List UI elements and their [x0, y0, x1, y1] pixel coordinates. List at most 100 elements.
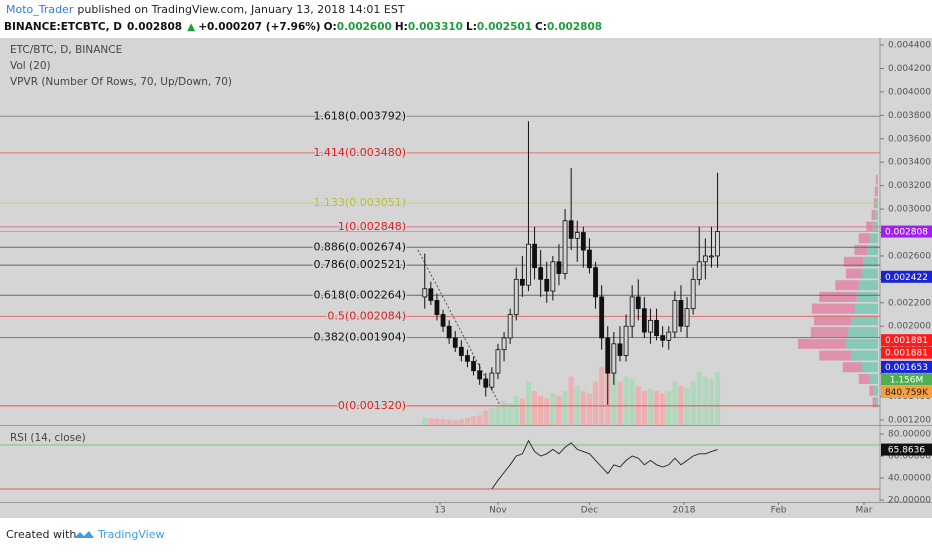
volume-bar [666, 391, 672, 425]
volume-bar [599, 366, 605, 425]
ohlc-key: L: [466, 21, 477, 33]
volume-bar [440, 419, 446, 425]
volume-bar [428, 418, 434, 425]
y-tick-label: 0.003800 [888, 111, 931, 121]
vpvr-down [835, 280, 859, 291]
vpvr-up [862, 268, 878, 279]
candle-body [641, 308, 647, 333]
candle-body [556, 261, 562, 274]
price-badge [881, 334, 932, 347]
volume-bar [458, 419, 464, 425]
vpvr-down [819, 291, 857, 302]
published-text: published on TradingView.com, January 13… [77, 3, 404, 16]
price-badge [881, 225, 932, 238]
author-link[interactable]: Moto_Trader [6, 3, 74, 16]
ohlc-value: 0.003310 [408, 21, 463, 33]
vpvr-down [854, 245, 868, 256]
volume-bar [525, 381, 532, 425]
ohlc-value: 0.002808 [547, 21, 602, 33]
vpvr-down [869, 385, 874, 396]
volume-bar [422, 417, 428, 425]
x-tick-label: 2018 [673, 506, 696, 516]
candle-body [617, 343, 623, 356]
vpvr-down [858, 373, 870, 384]
volume-bar [519, 398, 525, 425]
candle-body [422, 288, 428, 298]
volume-bar [531, 391, 538, 425]
candle-body [538, 267, 544, 280]
price-badge-label: 0.001653 [885, 363, 928, 373]
arrow: ▲ [187, 21, 196, 33]
candle-body [477, 370, 483, 380]
volume-bar [477, 415, 483, 425]
candle-body [483, 378, 489, 388]
volume-bar [513, 395, 519, 425]
vpvr-down [874, 186, 877, 197]
chart-bg [0, 38, 932, 518]
candle-body [690, 278, 696, 310]
vpvr-down [814, 315, 852, 326]
volume-bar [641, 391, 647, 425]
price-badge-label: 840.759K [885, 388, 929, 398]
x-tick-label: 13 [434, 506, 445, 516]
candle-body [574, 232, 580, 239]
publish-line: Moto_Trader published on TradingView.com,… [6, 3, 405, 16]
legend-volume: Vol (20) [10, 60, 51, 72]
volume-bar [617, 381, 623, 425]
candle-body [507, 314, 513, 339]
candle-body [568, 220, 574, 239]
volume-bar [696, 371, 702, 425]
vpvr-up [876, 174, 878, 185]
y-tick-label: 0.002200 [888, 298, 931, 308]
vpvr-down [811, 303, 855, 314]
volume-bar [550, 393, 556, 425]
ohlc-key: C: [535, 21, 547, 33]
candle-body [709, 255, 714, 258]
candle-body [544, 278, 550, 292]
volume-bar [714, 371, 721, 425]
volume-bar [556, 395, 562, 425]
legend-title: ETC/BTC, D, BINANCE [10, 44, 122, 56]
volume-bar [592, 381, 599, 425]
candle-body [666, 331, 672, 341]
candle-body [446, 325, 452, 339]
candle-body [465, 355, 470, 362]
fib-label: 1.618(0.003792) [313, 109, 406, 122]
candle-body [672, 300, 678, 333]
candle-body [678, 300, 684, 327]
vpvr-up [875, 397, 878, 408]
volume-bar [544, 398, 550, 425]
y-tick-label: 0.003400 [888, 158, 931, 168]
y-tick-label: 0.004000 [888, 87, 931, 97]
candle-body [526, 243, 531, 286]
footer-created: Created with [6, 528, 76, 541]
volume-bar [672, 381, 678, 425]
volume-bar [586, 393, 593, 425]
volume-bar [562, 391, 568, 425]
vpvr-down [810, 327, 849, 338]
x-tick-label: Dec [581, 506, 598, 516]
candle-body [684, 308, 690, 327]
candle-body [580, 232, 586, 251]
volume-bar [507, 403, 513, 425]
candle-body [489, 372, 495, 388]
ohlc-value: 0.002600 [337, 21, 392, 33]
last-price: 0.002808 [127, 21, 182, 33]
volume-bar [483, 410, 489, 425]
footer-brand[interactable]: TradingView [97, 528, 164, 541]
y-tick-label: 0.003000 [888, 205, 931, 215]
candle-body [648, 319, 653, 333]
rsi-y-tick-label: 20.00000 [888, 496, 931, 506]
chart-layer: 1.618(0.003792) 1.414(0.003480) 1.133(0.00… [0, 41, 932, 516]
vpvr-up [876, 186, 878, 197]
change: +0.000207 (+7.96%) [198, 21, 320, 33]
x-tick-label: Nov [489, 506, 507, 516]
fib-label: 0.618(0.002264) [313, 288, 406, 301]
rsi-badge [881, 443, 932, 456]
candle-body [550, 261, 556, 292]
candle-body [440, 314, 446, 327]
price-badge-label: 0.002422 [885, 273, 928, 283]
volume-bar [690, 381, 696, 425]
volume-bar [538, 395, 544, 425]
